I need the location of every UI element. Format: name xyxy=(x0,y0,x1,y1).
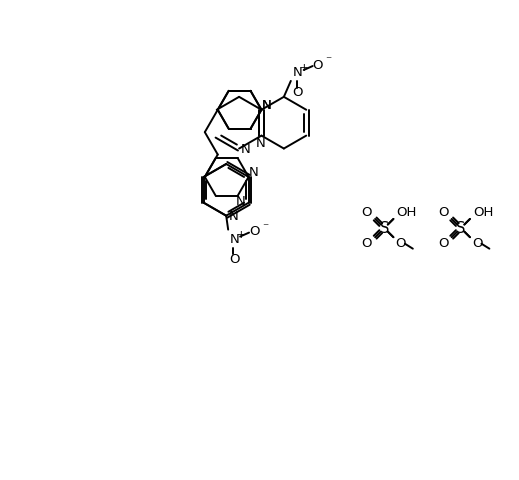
Text: O: O xyxy=(229,253,239,266)
Text: N: N xyxy=(229,233,239,246)
Text: OH: OH xyxy=(473,206,494,219)
Text: N: N xyxy=(249,167,258,180)
Text: ⁻: ⁻ xyxy=(325,55,332,68)
Text: O: O xyxy=(312,59,323,72)
Text: O: O xyxy=(395,237,406,250)
Text: N: N xyxy=(241,143,251,156)
Text: N: N xyxy=(262,99,271,112)
Text: N: N xyxy=(256,137,265,150)
Text: S: S xyxy=(456,221,466,236)
Text: N: N xyxy=(262,99,271,112)
Text: O: O xyxy=(361,206,372,219)
Text: ⁻: ⁻ xyxy=(262,221,268,234)
Text: +: + xyxy=(237,229,245,240)
Text: N: N xyxy=(236,195,245,208)
Text: N: N xyxy=(228,210,238,223)
Text: O: O xyxy=(249,225,260,238)
Text: S: S xyxy=(379,221,389,236)
Text: O: O xyxy=(361,237,372,250)
Text: O: O xyxy=(438,237,448,250)
Text: O: O xyxy=(293,86,303,99)
Text: +: + xyxy=(301,63,309,73)
Text: O: O xyxy=(472,237,483,250)
Text: OH: OH xyxy=(397,206,417,219)
Text: N: N xyxy=(293,66,303,80)
Text: O: O xyxy=(438,206,448,219)
